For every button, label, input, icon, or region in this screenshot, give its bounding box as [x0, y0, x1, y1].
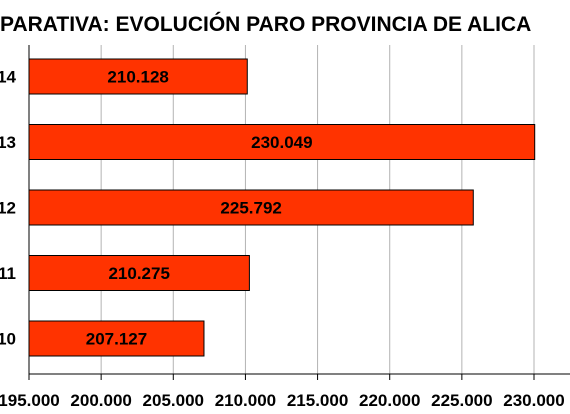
- category-label-14: 14: [0, 68, 17, 87]
- chart-title: PARATIVA: EVOLUCIÓN PARO PROVINCIA DE AL…: [0, 12, 531, 36]
- data-label-11: 210.275: [108, 264, 169, 283]
- x-tick-label-6: 225.000: [431, 391, 492, 410]
- data-label-12: 225.792: [220, 199, 281, 218]
- x-tick-label-5: 220.000: [359, 391, 420, 410]
- x-tick-label-7: 230.000: [503, 391, 564, 410]
- x-tick-label-3: 210.000: [215, 391, 276, 410]
- bar-12: [28, 189, 474, 226]
- bars: 210.128 230.049 225.792 210.275 207.127: [28, 58, 536, 357]
- data-label-10: 207.127: [86, 330, 147, 349]
- bar-10: [28, 320, 205, 357]
- x-tick-label-0: 195.000: [0, 391, 60, 410]
- x-tick-label-1: 200.000: [70, 391, 131, 410]
- category-label-11: 11: [0, 264, 16, 283]
- bar-11: [28, 255, 250, 291]
- category-label-13: 13: [0, 133, 16, 152]
- y-axis: 14 13 12 11 10: [0, 45, 30, 374]
- data-label-14: 210.128: [107, 68, 168, 87]
- category-label-10: 10: [0, 330, 16, 349]
- x-axis: 195.000 200.000 205.000 210.000 215.000 220.0…: [0, 373, 570, 410]
- bar-13: [28, 124, 536, 160]
- x-tick-label-4: 215.000: [287, 391, 348, 410]
- x-tick-label-2: 205.000: [143, 391, 204, 410]
- category-label-12: 12: [0, 199, 16, 218]
- data-label-13: 230.049: [251, 133, 312, 152]
